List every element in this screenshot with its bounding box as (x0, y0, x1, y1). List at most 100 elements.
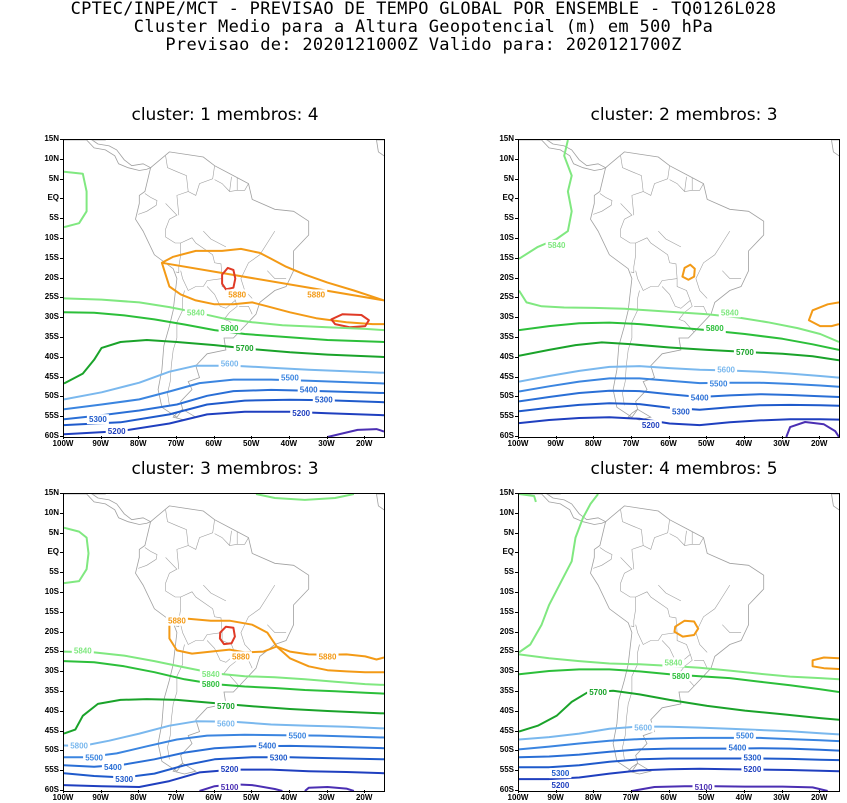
contour-label: 5400 (258, 742, 276, 751)
contour-label: 5300 (115, 775, 133, 784)
contour-line-5700-7 (64, 339, 384, 385)
lat-tick-label: 25S (44, 646, 59, 656)
lat-tick-label: 10S (44, 233, 59, 242)
panel-1-title: cluster: 1 membros: 4 (131, 105, 319, 125)
contour-label: 5300 (315, 395, 333, 404)
contour-label: 5880 (232, 652, 250, 661)
lat-tick-label: 30S (499, 312, 514, 322)
lat-tick-mark (515, 238, 518, 239)
contour-label-bg (297, 384, 320, 395)
contour-label: 5400 (300, 386, 318, 395)
country-border-9 (661, 278, 691, 309)
country-border-3 (229, 530, 232, 546)
contour-line-5880-3 (811, 656, 839, 670)
lon-tick-mark (364, 436, 366, 439)
contour-label: 5200 (108, 427, 126, 436)
lat-tick-label: 15N (44, 488, 59, 497)
lat-tick-label: 20S (44, 626, 59, 636)
lon-tick-label: 100W (52, 793, 74, 802)
lat-tick-label: 45S (44, 725, 59, 735)
contour-line-5500-9 (64, 378, 384, 411)
lat-tick-mark (60, 198, 63, 200)
lat-tick-mark (515, 376, 518, 378)
lat-tick-mark (515, 257, 518, 259)
coastline-7 (376, 140, 384, 157)
coastline-7 (376, 494, 384, 511)
contour-label-bg (165, 615, 188, 626)
lat-tick-label: 5N (503, 173, 514, 183)
lon-tick-mark (326, 790, 328, 793)
contour-label: 5500 (710, 380, 728, 389)
country-border-2 (214, 533, 249, 546)
contour-label-bg (199, 669, 222, 680)
lat-tick-label: 35S (499, 686, 514, 695)
lat-tick-mark (60, 376, 63, 378)
contour-line-5880-2 (160, 262, 384, 326)
lat-tick-mark (60, 671, 63, 673)
country-border-5 (138, 547, 158, 569)
lat-tick-mark (515, 572, 518, 574)
lat-tick-mark (60, 178, 63, 180)
lat-tick-mark (60, 651, 63, 653)
lon-tick-label: 80W (585, 439, 602, 448)
lat-tick-mark (515, 651, 518, 653)
lat-tick-mark (515, 356, 518, 358)
lat-tick-mark (60, 611, 63, 613)
contour-line-5840-0 (519, 494, 599, 654)
lat-tick-label: 5S (504, 213, 514, 223)
lat-tick-mark (515, 750, 518, 752)
lat-tick-label: 50S (499, 745, 514, 755)
lon-tick-label: 70W (622, 793, 640, 802)
lon-tick-label: 60W (205, 793, 222, 802)
contour-line-5500-7 (519, 377, 839, 393)
contour-label: 5400 (104, 763, 122, 772)
lon-tick-mark (555, 790, 557, 793)
lat-tick-label: 60S (499, 785, 514, 794)
country-border-11 (240, 230, 276, 299)
lat-tick-label: 35S (44, 332, 59, 341)
lon-tick-label: 20W (810, 439, 828, 448)
country-border-3 (684, 530, 687, 546)
lat-tick-mark (60, 356, 63, 358)
contour-label-bg (214, 700, 237, 711)
lat-tick-mark (515, 416, 518, 418)
coastline-7 (831, 494, 839, 511)
coastline-0 (135, 505, 310, 772)
lon-tick-label: 80W (130, 439, 147, 448)
contour-label-bg (278, 372, 301, 383)
contour-line-5840-5 (64, 297, 384, 332)
lon-tick-label: 100W (52, 439, 74, 448)
coastline-0 (590, 505, 765, 772)
contour-label-bg (218, 323, 241, 334)
contour-label-bg (218, 764, 241, 775)
lat-tick-mark (60, 710, 63, 712)
contour-label-bg (741, 764, 764, 775)
contour-label-bg (68, 740, 91, 751)
lat-tick-label: 15N (44, 134, 59, 143)
contour-line-5300-10 (519, 757, 839, 769)
lat-tick-label: 30S (44, 312, 59, 322)
contour-label-bg (286, 730, 309, 741)
lat-tick-label: 20S (499, 272, 514, 282)
header-line-1: CPTEC/INPE/MCT - PREVISAO DE TEMPO GLOBA… (70, 0, 777, 19)
lon-tick-mark (288, 790, 290, 793)
country-border-0 (165, 155, 189, 216)
contour-line-5400-9 (519, 747, 839, 759)
lon-tick-mark (819, 790, 821, 793)
lon-tick-label: 50W (243, 793, 260, 802)
lat-tick-mark (60, 572, 63, 574)
coastline-1 (519, 494, 607, 525)
lat-tick-label: 45S (499, 371, 514, 381)
lat-tick-label: 10S (44, 587, 59, 596)
contour-label-bg (312, 394, 335, 405)
lon-tick-label: 20W (355, 439, 373, 448)
lon-tick-mark (630, 790, 632, 793)
country-border-8 (167, 290, 185, 406)
lon-tick-label: 50W (698, 439, 715, 448)
lat-tick-label: 15S (44, 252, 59, 262)
lon-tick-label: 70W (167, 439, 185, 448)
lat-tick-mark (515, 671, 518, 673)
lon-tick-label: 60W (660, 439, 677, 448)
lat-tick-label: 5N (48, 527, 59, 537)
contour-line-5100-13 (327, 428, 384, 437)
